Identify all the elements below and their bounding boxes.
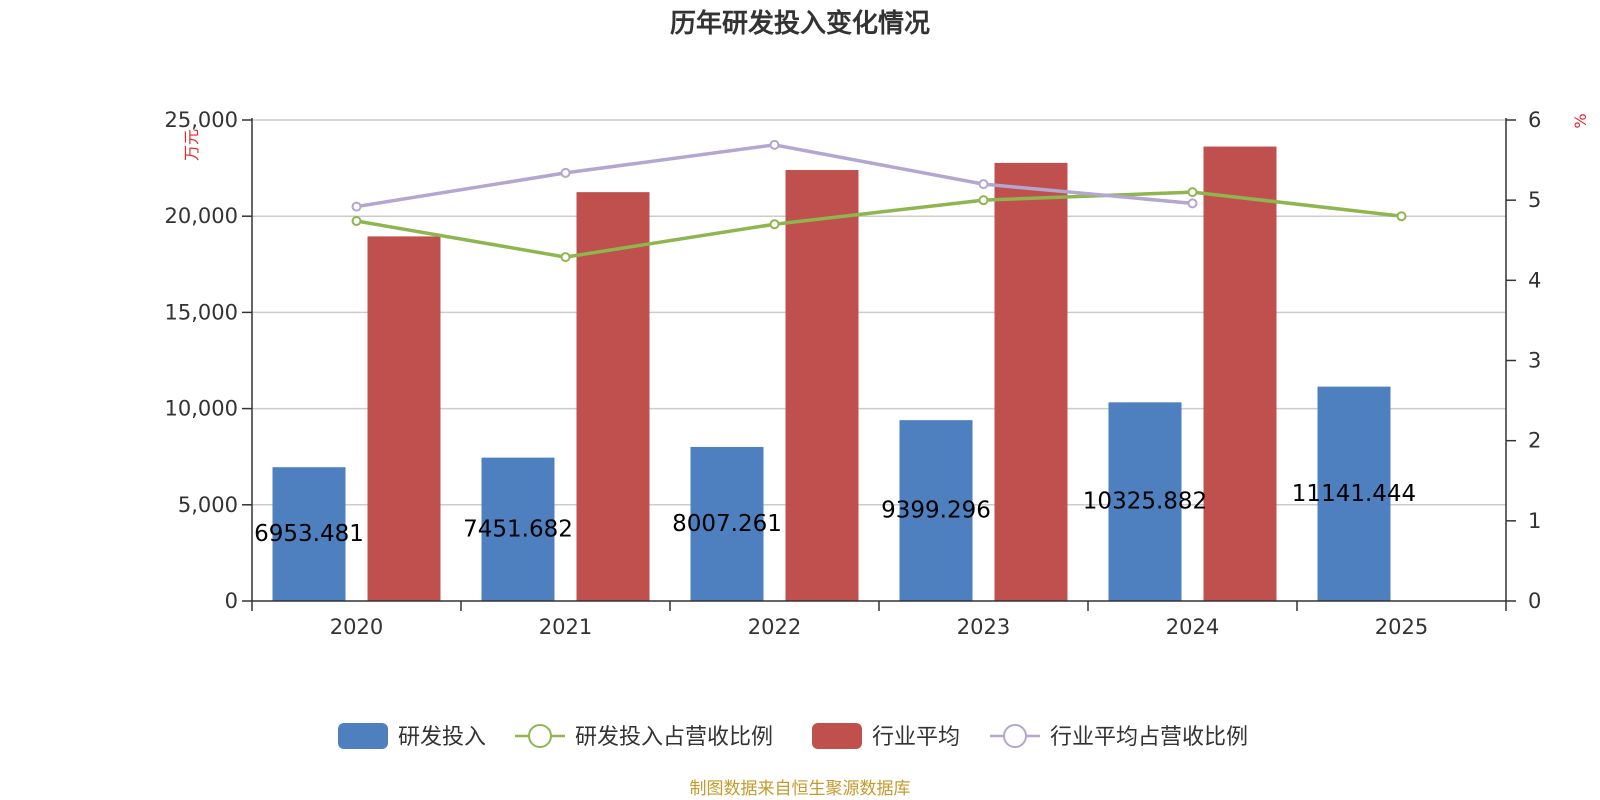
y-right-tick-label: 4: [1528, 268, 1541, 292]
chart-title: 历年研发投入变化情况: [670, 8, 930, 39]
y-left-tick-label: 5,000: [178, 493, 238, 517]
bar: [1108, 402, 1182, 601]
y-right-tick-label: 3: [1528, 349, 1541, 373]
x-tick-label: 2022: [748, 615, 801, 639]
source-note: 制图数据来自恒生聚源数据库: [690, 779, 911, 799]
data-label: 8007.261: [672, 511, 782, 537]
line-point: [560, 167, 571, 178]
bar: [272, 467, 346, 601]
legend-bar-swatch: [812, 723, 862, 749]
data-label: 9399.296: [881, 498, 991, 524]
legend-marker: [528, 724, 552, 748]
bar: [576, 192, 650, 601]
bar: [1203, 146, 1277, 601]
line-point: [769, 219, 780, 230]
line-point: [978, 195, 989, 206]
y-right-tick-label: 2: [1528, 429, 1541, 453]
bar: [367, 236, 441, 602]
line-point: [978, 179, 989, 190]
series-line: [356, 190, 1402, 259]
x-tick-label: 2025: [1375, 615, 1428, 639]
line-point: [1187, 198, 1198, 209]
bar: [481, 457, 555, 601]
line-point: [1187, 187, 1198, 198]
bar: [994, 162, 1068, 601]
bars: [272, 146, 1391, 602]
legend: 研发投入 研发投入占营收比例 行业平均 行业平均占营收比例: [338, 723, 1248, 750]
y-right-tick-label: 6: [1528, 108, 1541, 132]
line-point: [1396, 211, 1407, 222]
legend-label: 研发投入: [398, 725, 486, 750]
y-left-unit: 万元: [182, 129, 201, 161]
y-right-tick-label: 1: [1528, 509, 1541, 533]
line-point: [351, 216, 362, 227]
data-label: 7451.682: [463, 516, 573, 542]
axes: 0 5,000 10,000 15,000 20,000 25,000 0 1 2 3 4 5 6 202…: [165, 108, 1542, 639]
y-right-tick-label: 5: [1528, 188, 1541, 212]
legend-marker: [1003, 724, 1027, 748]
bar: [785, 170, 859, 602]
x-tick-label: 2020: [330, 615, 383, 639]
line-point: [769, 139, 780, 150]
grid: [252, 119, 1506, 506]
y-left-tick-label: 10,000: [165, 397, 238, 421]
bar: [1317, 386, 1391, 601]
y-left-tick-label: 15,000: [165, 300, 238, 324]
y-left-tick-label: 0: [225, 589, 238, 613]
legend-bar-swatch: [338, 723, 388, 749]
legend-label: 行业平均: [872, 725, 960, 750]
bar: [690, 446, 764, 601]
y-right-unit: %: [1571, 113, 1590, 128]
legend-label: 行业平均占营收比例: [1050, 725, 1248, 750]
lines: [351, 139, 1407, 263]
x-tick-label: 2021: [539, 615, 592, 639]
x-tick-label: 2023: [957, 615, 1010, 639]
line-point: [560, 252, 571, 263]
line-point: [351, 201, 362, 212]
x-tick-label: 2024: [1166, 615, 1219, 639]
data-labels: 6953.481 7451.682 8007.261 9399.296 10325.88…: [254, 481, 1416, 547]
data-label: 11141.444: [1292, 481, 1416, 507]
bar: [899, 420, 973, 601]
y-left-tick-label: 25,000: [165, 108, 238, 132]
y-left-tick-label: 20,000: [165, 204, 238, 228]
data-label: 10325.882: [1083, 489, 1207, 515]
legend-label: 研发投入占营收比例: [575, 725, 773, 750]
y-right-tick-label: 0: [1528, 589, 1541, 613]
data-label: 6953.481: [254, 521, 364, 547]
